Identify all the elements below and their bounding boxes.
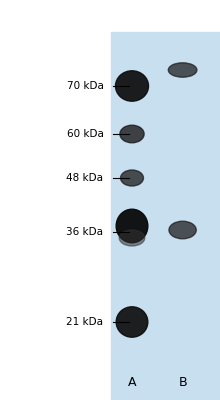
- Text: B: B: [178, 376, 187, 388]
- Ellipse shape: [116, 71, 148, 101]
- Text: A: A: [128, 376, 136, 388]
- Ellipse shape: [119, 230, 145, 246]
- Ellipse shape: [169, 221, 196, 239]
- Text: 60 kDa: 60 kDa: [66, 129, 103, 139]
- Text: 70 kDa: 70 kDa: [66, 81, 103, 91]
- Ellipse shape: [116, 209, 148, 243]
- Ellipse shape: [120, 125, 144, 143]
- Ellipse shape: [168, 63, 197, 77]
- Ellipse shape: [121, 170, 143, 186]
- Text: 36 kDa: 36 kDa: [66, 227, 103, 237]
- Text: 21 kDa: 21 kDa: [66, 317, 103, 327]
- Ellipse shape: [116, 307, 148, 337]
- Bar: [111, 32, 220, 400]
- Text: 48 kDa: 48 kDa: [66, 173, 103, 183]
